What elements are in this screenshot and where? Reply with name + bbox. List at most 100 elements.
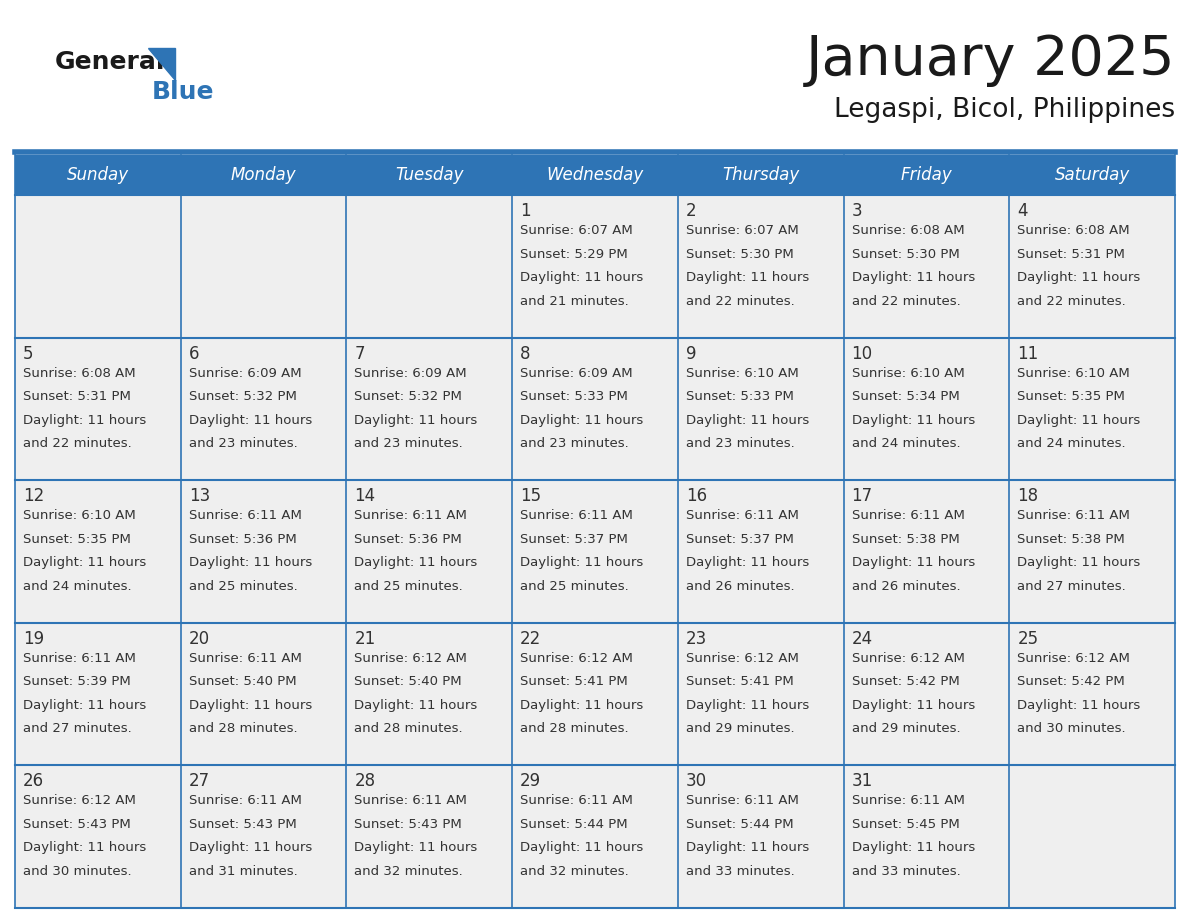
Text: Sunset: 5:40 PM: Sunset: 5:40 PM (354, 676, 462, 688)
Text: Sunset: 5:32 PM: Sunset: 5:32 PM (354, 390, 462, 403)
Text: Sunset: 5:36 PM: Sunset: 5:36 PM (189, 532, 297, 545)
Text: Daylight: 11 hours: Daylight: 11 hours (354, 414, 478, 427)
Text: Sunrise: 6:07 AM: Sunrise: 6:07 AM (520, 224, 633, 237)
Text: and 33 minutes.: and 33 minutes. (852, 865, 960, 878)
Text: and 23 minutes.: and 23 minutes. (685, 437, 795, 450)
Text: and 32 minutes.: and 32 minutes. (354, 865, 463, 878)
Text: Wednesday: Wednesday (546, 166, 644, 184)
Text: Sunrise: 6:08 AM: Sunrise: 6:08 AM (23, 366, 135, 380)
Text: Friday: Friday (901, 166, 953, 184)
Text: 17: 17 (852, 487, 873, 505)
Text: Sunrise: 6:10 AM: Sunrise: 6:10 AM (23, 509, 135, 522)
Text: Sunrise: 6:11 AM: Sunrise: 6:11 AM (354, 794, 467, 808)
Text: 15: 15 (520, 487, 542, 505)
Text: Sunrise: 6:10 AM: Sunrise: 6:10 AM (1017, 366, 1130, 380)
Text: and 22 minutes.: and 22 minutes. (852, 295, 960, 308)
Text: Daylight: 11 hours: Daylight: 11 hours (354, 699, 478, 711)
Text: Monday: Monday (230, 166, 296, 184)
Text: and 23 minutes.: and 23 minutes. (520, 437, 628, 450)
Text: Sunrise: 6:12 AM: Sunrise: 6:12 AM (685, 652, 798, 665)
Text: 3: 3 (852, 202, 862, 220)
Text: 26: 26 (23, 772, 44, 790)
Text: and 21 minutes.: and 21 minutes. (520, 295, 628, 308)
Text: Sunset: 5:34 PM: Sunset: 5:34 PM (852, 390, 960, 403)
Text: Sunrise: 6:09 AM: Sunrise: 6:09 AM (520, 366, 633, 380)
Text: 1: 1 (520, 202, 531, 220)
Text: Sunset: 5:36 PM: Sunset: 5:36 PM (354, 532, 462, 545)
Text: Sunrise: 6:07 AM: Sunrise: 6:07 AM (685, 224, 798, 237)
Text: Sunrise: 6:11 AM: Sunrise: 6:11 AM (685, 509, 798, 522)
Text: and 28 minutes.: and 28 minutes. (520, 722, 628, 735)
Text: and 27 minutes.: and 27 minutes. (23, 722, 132, 735)
Bar (843, 155, 1010, 195)
Text: and 33 minutes.: and 33 minutes. (685, 865, 795, 878)
Text: and 24 minutes.: and 24 minutes. (23, 580, 132, 593)
Text: Daylight: 11 hours: Daylight: 11 hours (852, 699, 975, 711)
Text: Sunset: 5:38 PM: Sunset: 5:38 PM (852, 532, 960, 545)
Text: Thursday: Thursday (722, 166, 800, 184)
Text: Daylight: 11 hours: Daylight: 11 hours (520, 414, 644, 427)
Text: Daylight: 11 hours: Daylight: 11 hours (189, 842, 312, 855)
Text: and 29 minutes.: and 29 minutes. (685, 722, 795, 735)
Text: and 24 minutes.: and 24 minutes. (1017, 437, 1126, 450)
Text: Sunset: 5:44 PM: Sunset: 5:44 PM (685, 818, 794, 831)
Text: Sunset: 5:35 PM: Sunset: 5:35 PM (23, 532, 131, 545)
Text: 12: 12 (23, 487, 44, 505)
Text: Sunset: 5:45 PM: Sunset: 5:45 PM (852, 818, 960, 831)
Text: Sunset: 5:35 PM: Sunset: 5:35 PM (1017, 390, 1125, 403)
Text: Sunrise: 6:12 AM: Sunrise: 6:12 AM (1017, 652, 1130, 665)
Text: Daylight: 11 hours: Daylight: 11 hours (1017, 699, 1140, 711)
Text: 22: 22 (520, 630, 542, 648)
Text: Sunrise: 6:09 AM: Sunrise: 6:09 AM (189, 366, 302, 380)
Text: 18: 18 (1017, 487, 1038, 505)
Text: 20: 20 (189, 630, 210, 648)
Text: and 28 minutes.: and 28 minutes. (354, 722, 463, 735)
Text: Sunrise: 6:11 AM: Sunrise: 6:11 AM (685, 794, 798, 808)
Text: Saturday: Saturday (1055, 166, 1130, 184)
Text: 5: 5 (23, 344, 33, 363)
Text: and 30 minutes.: and 30 minutes. (1017, 722, 1126, 735)
Text: and 25 minutes.: and 25 minutes. (189, 580, 297, 593)
Text: Sunrise: 6:12 AM: Sunrise: 6:12 AM (354, 652, 467, 665)
Bar (15, 766, 1175, 908)
Text: Daylight: 11 hours: Daylight: 11 hours (23, 842, 146, 855)
Text: Daylight: 11 hours: Daylight: 11 hours (354, 842, 478, 855)
Text: Daylight: 11 hours: Daylight: 11 hours (23, 699, 146, 711)
Text: Daylight: 11 hours: Daylight: 11 hours (23, 414, 146, 427)
Text: and 24 minutes.: and 24 minutes. (852, 437, 960, 450)
Text: Sunset: 5:37 PM: Sunset: 5:37 PM (685, 532, 794, 545)
Text: Daylight: 11 hours: Daylight: 11 hours (189, 556, 312, 569)
Text: Sunrise: 6:11 AM: Sunrise: 6:11 AM (189, 794, 302, 808)
Text: Sunset: 5:30 PM: Sunset: 5:30 PM (852, 248, 960, 261)
Text: and 26 minutes.: and 26 minutes. (685, 580, 795, 593)
Text: 11: 11 (1017, 344, 1038, 363)
Text: 19: 19 (23, 630, 44, 648)
Text: Sunrise: 6:10 AM: Sunrise: 6:10 AM (685, 366, 798, 380)
Text: Daylight: 11 hours: Daylight: 11 hours (520, 271, 644, 284)
Text: 29: 29 (520, 772, 542, 790)
Text: Sunrise: 6:08 AM: Sunrise: 6:08 AM (852, 224, 965, 237)
Text: Sunset: 5:41 PM: Sunset: 5:41 PM (520, 676, 628, 688)
Text: Tuesday: Tuesday (396, 166, 463, 184)
Text: 4: 4 (1017, 202, 1028, 220)
Text: Sunrise: 6:11 AM: Sunrise: 6:11 AM (354, 509, 467, 522)
Text: Daylight: 11 hours: Daylight: 11 hours (1017, 556, 1140, 569)
Text: Daylight: 11 hours: Daylight: 11 hours (1017, 414, 1140, 427)
Text: Sunset: 5:43 PM: Sunset: 5:43 PM (189, 818, 297, 831)
Text: Sunset: 5:33 PM: Sunset: 5:33 PM (520, 390, 628, 403)
Text: Daylight: 11 hours: Daylight: 11 hours (189, 699, 312, 711)
Text: Sunset: 5:40 PM: Sunset: 5:40 PM (189, 676, 296, 688)
Text: and 32 minutes.: and 32 minutes. (520, 865, 628, 878)
Text: Sunset: 5:42 PM: Sunset: 5:42 PM (1017, 676, 1125, 688)
Text: Sunrise: 6:11 AM: Sunrise: 6:11 AM (189, 652, 302, 665)
Text: Daylight: 11 hours: Daylight: 11 hours (685, 414, 809, 427)
Text: Sunset: 5:41 PM: Sunset: 5:41 PM (685, 676, 794, 688)
Text: Sunset: 5:29 PM: Sunset: 5:29 PM (520, 248, 628, 261)
Text: Sunset: 5:31 PM: Sunset: 5:31 PM (23, 390, 131, 403)
Text: and 23 minutes.: and 23 minutes. (354, 437, 463, 450)
Text: Sunset: 5:38 PM: Sunset: 5:38 PM (1017, 532, 1125, 545)
Text: January 2025: January 2025 (805, 33, 1175, 87)
Text: 10: 10 (852, 344, 873, 363)
Text: Daylight: 11 hours: Daylight: 11 hours (354, 556, 478, 569)
Text: Sunrise: 6:11 AM: Sunrise: 6:11 AM (852, 794, 965, 808)
